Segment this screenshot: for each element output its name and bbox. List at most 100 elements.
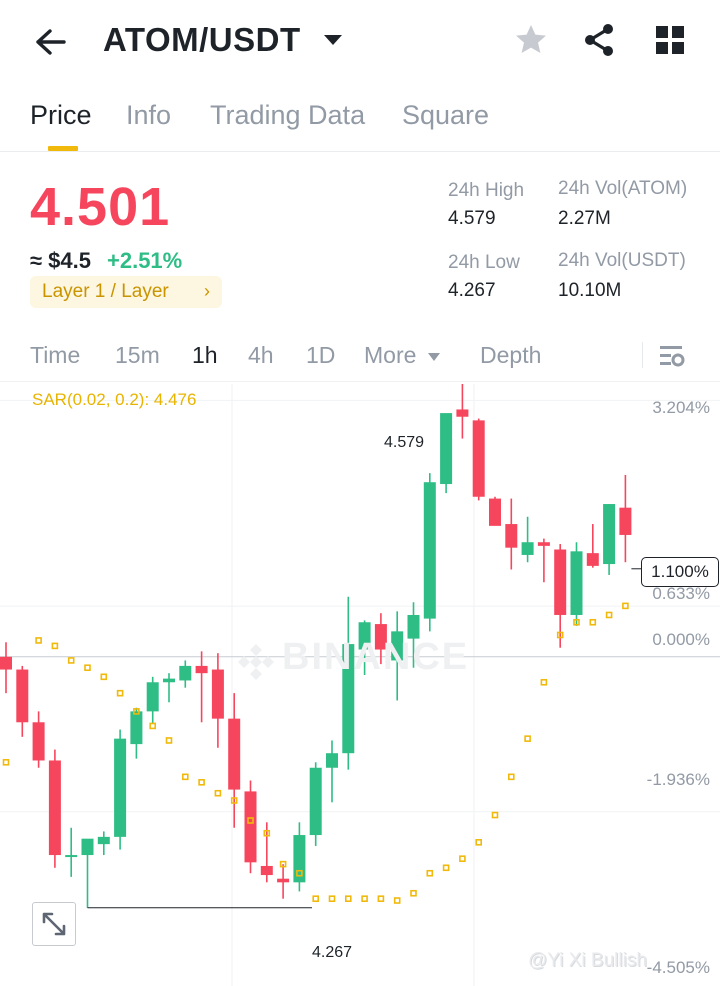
candle-body <box>423 482 436 619</box>
sar-dot <box>2 758 10 766</box>
candle-body <box>391 631 404 661</box>
sar-dot <box>312 895 320 903</box>
pct-tick: -4.505% <box>646 958 710 977</box>
star-icon <box>516 25 546 53</box>
candle-body <box>472 420 485 497</box>
candle-body <box>65 855 78 858</box>
sar-dot <box>426 869 434 877</box>
interval-more[interactable]: More <box>364 342 417 368</box>
caret-down-icon[interactable] <box>427 352 441 362</box>
high-value: 4.579 <box>448 208 496 229</box>
tab-info[interactable]: Info <box>126 100 172 130</box>
divider <box>642 342 643 368</box>
sar-dot <box>524 735 531 742</box>
pct-tick: 3.204% <box>652 398 710 417</box>
sar-dot <box>377 895 385 903</box>
candle-body <box>554 549 567 615</box>
chevron-right-icon: › <box>204 281 210 301</box>
interval-1h[interactable]: 1h <box>192 342 218 368</box>
sar-dot <box>67 657 75 664</box>
expand-chart-button[interactable] <box>32 902 76 946</box>
candlestick-chart[interactable] <box>0 384 720 986</box>
sar-dot <box>491 811 499 819</box>
sar-dot <box>507 773 515 781</box>
share-button[interactable] <box>581 22 617 58</box>
candle-body <box>146 682 159 712</box>
sar-dot <box>230 797 238 804</box>
sar-dot <box>459 855 466 862</box>
tab-price[interactable]: Price <box>30 100 92 130</box>
author-credit-shadow: @Yi Xi Bullish <box>529 951 648 972</box>
vol-atom-label: 24h Vol(ATOM) <box>558 178 688 199</box>
interval-1d[interactable]: 1D <box>306 342 336 368</box>
vol-atom-value: 2.27M <box>558 208 611 229</box>
interval-depth[interactable]: Depth <box>480 342 542 368</box>
page-tabs: Price Info Trading Data Square <box>0 90 720 152</box>
candle-body <box>358 622 371 650</box>
candle-body <box>456 409 469 417</box>
chart-settings-icon[interactable] <box>658 342 686 370</box>
sar-dot <box>214 789 222 797</box>
candle-body <box>179 665 192 681</box>
low-value: 4.267 <box>448 280 496 301</box>
interval-4h[interactable]: 4h <box>248 342 274 368</box>
interval-bar: Time 15m 1h 4h 1D More Depth <box>0 330 720 382</box>
price-chart[interactable]: BINANCE SAR(0.02, 0.2): 4.476 3.204% 0.6… <box>0 384 720 986</box>
candle-body <box>32 722 45 761</box>
sar-dot <box>410 889 417 897</box>
sar-dot <box>133 708 140 715</box>
back-button[interactable] <box>30 22 70 62</box>
high-label: 24h High <box>448 180 525 201</box>
candle-body <box>228 718 241 790</box>
candle-body <box>16 669 29 723</box>
sar-dot <box>182 773 189 781</box>
sar-dot <box>247 817 254 824</box>
candle-body <box>48 760 61 856</box>
candle-body <box>81 838 94 856</box>
sar-indicator-label: SAR(0.02, 0.2): 4.476 <box>32 390 197 409</box>
low-marker-label: 4.267 <box>312 944 353 961</box>
interval-time[interactable]: Time <box>30 342 81 368</box>
tab-square[interactable]: Square <box>402 100 490 130</box>
candle-body <box>570 551 583 615</box>
candle-body <box>537 542 550 546</box>
candle-body <box>309 767 322 836</box>
caret-down-icon[interactable] <box>322 32 344 48</box>
sar-dot <box>573 618 580 626</box>
author-credit: @Yi Xi Bullish <box>528 950 647 971</box>
category-tag[interactable]: Layer 1 / Layer › <box>30 276 222 308</box>
candle-body <box>195 665 208 674</box>
sar-dot <box>279 860 287 868</box>
favorite-button[interactable] <box>513 22 549 58</box>
candle-body <box>211 669 224 719</box>
candle-body <box>163 678 175 683</box>
ticker-summary: 4.501 ≈ $4.5 +2.51% Layer 1 / Layer › 24… <box>0 160 720 320</box>
menu-grid-button[interactable] <box>652 22 688 58</box>
low-label: 24h Low <box>448 252 520 273</box>
candle-body <box>505 524 518 548</box>
candle-body <box>619 507 632 535</box>
candle-body <box>0 656 12 670</box>
interval-15m[interactable]: 15m <box>115 342 160 368</box>
sar-dot <box>605 611 613 619</box>
candle-body <box>97 836 110 845</box>
expand-icon <box>42 912 66 936</box>
category-tag-label: Layer 1 / Layer <box>42 281 169 302</box>
candle-body <box>326 753 338 768</box>
sar-dot <box>84 664 91 672</box>
candle-body <box>244 791 257 863</box>
candle-body <box>374 624 387 650</box>
sar-dot <box>361 895 368 903</box>
sar-dot <box>263 829 271 837</box>
tab-trading-data[interactable]: Trading Data <box>210 100 366 130</box>
grid-icon <box>656 26 684 54</box>
candle-body <box>440 413 453 485</box>
pair-title[interactable]: ATOM/USDT <box>103 21 301 58</box>
arrow-left-icon <box>36 29 66 55</box>
sar-dot <box>35 637 42 644</box>
active-tab-indicator <box>48 146 78 151</box>
sar-dot <box>622 602 629 610</box>
last-price: 4.501 <box>30 177 171 237</box>
sar-dot <box>198 779 205 786</box>
sar-dot <box>328 895 336 903</box>
